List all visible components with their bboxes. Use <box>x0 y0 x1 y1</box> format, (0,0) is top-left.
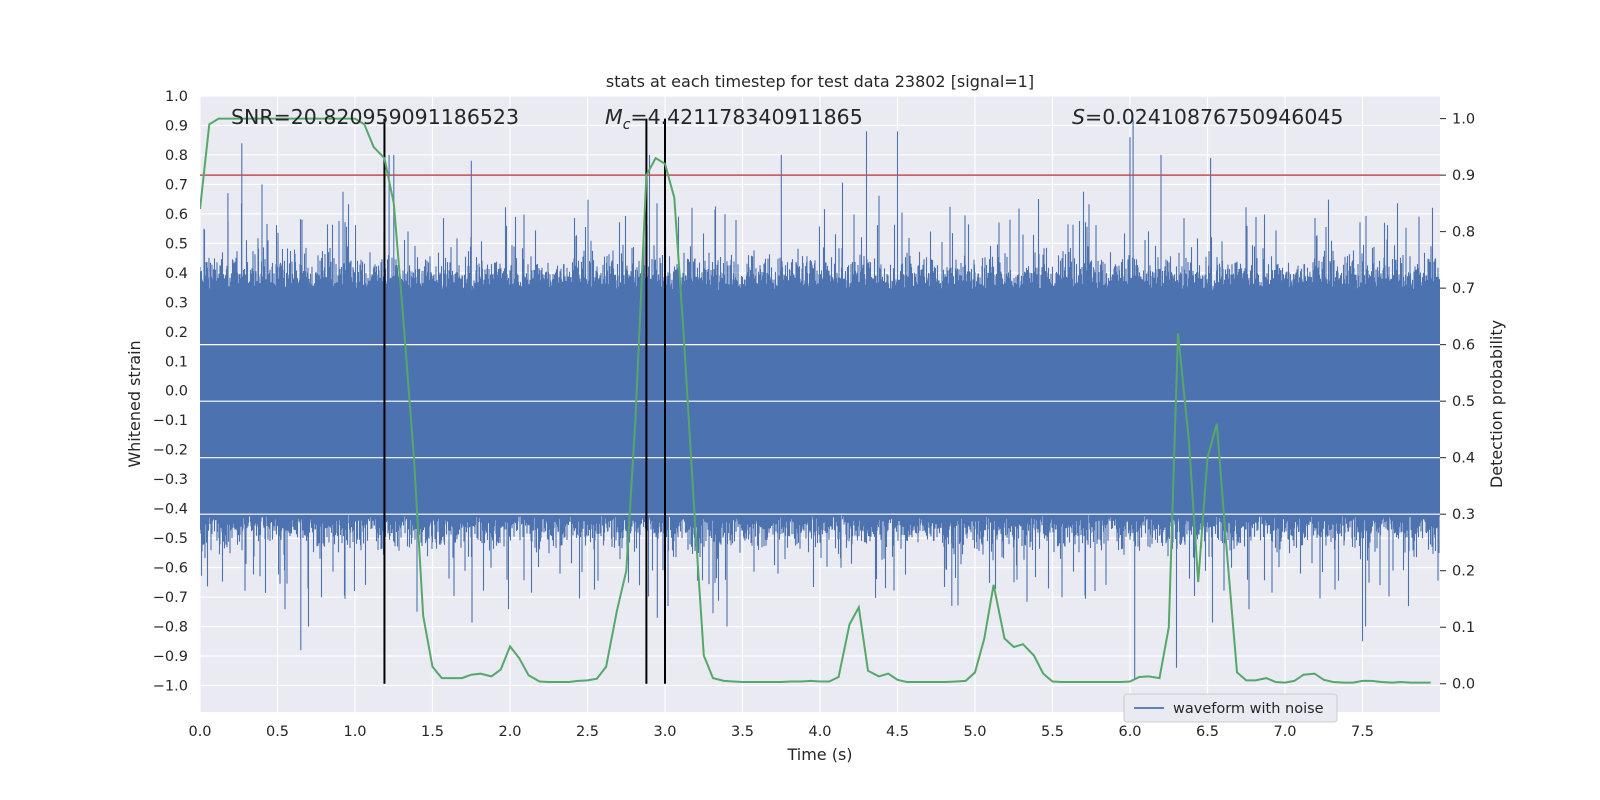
y-left-tick-label: −0.8 <box>153 620 188 636</box>
waveform-core <box>200 290 1440 515</box>
y-left-ticks: 1.0 0.9 0.8 0.7 0.6 0.5 0.4 0.3 0.2 0.1 0.0 −0.1 −0.… <box>153 89 188 694</box>
x-tick-label: 6.0 <box>1118 724 1141 740</box>
legend-label: waveform with noise <box>1173 701 1324 717</box>
y-left-tick-label: 0.7 <box>165 177 188 193</box>
x-tick-label: 6.5 <box>1196 724 1219 740</box>
legend: waveform with noise <box>1123 693 1338 723</box>
x-tick-label: 5.5 <box>1041 724 1064 740</box>
y-left-tick-label: −0.3 <box>153 472 188 488</box>
y-left-tick-label: 0.8 <box>165 148 188 164</box>
x-tick-label: 5.0 <box>963 724 986 740</box>
y-right-tick-label: 0.4 <box>1452 451 1475 467</box>
y-right-tick-label: 0.8 <box>1452 225 1475 241</box>
x-tick-label: 4.5 <box>886 724 909 740</box>
y-left-tick-label: −1.0 <box>153 678 188 694</box>
y-right-tick-label: 1.0 <box>1452 112 1475 128</box>
y-left-tick-label: −0.6 <box>153 561 188 577</box>
x-tick-label: 2.0 <box>498 724 521 740</box>
x-tick-label: 2.5 <box>576 724 599 740</box>
y-left-tick-label: −0.7 <box>153 590 188 606</box>
snr-annotation: SNR=20.820959091186523 <box>231 105 519 129</box>
y-left-tick-label: 0.0 <box>165 384 188 400</box>
s-annotation: S=0.02410876750946045 <box>1072 105 1343 129</box>
y-right-tick-label: 0.0 <box>1452 677 1475 693</box>
probability-series <box>200 117 1431 684</box>
x-ticks: 0.0 0.5 1.0 1.5 2.0 2.5 3.0 3.5 4.0 4.5 5.0 5.5 6.0 6… <box>188 724 1374 740</box>
grid-right-axis <box>200 344 1440 515</box>
x-tick-label: 4.0 <box>808 724 831 740</box>
y-left-tick-label: −0.1 <box>153 413 188 429</box>
y-left-tick-label: 0.5 <box>165 236 188 252</box>
y-right-tick-label: 0.3 <box>1452 507 1475 523</box>
y-right-tick-label: 0.1 <box>1452 620 1475 636</box>
y-right-tick-label: 0.6 <box>1452 338 1475 354</box>
y-right-tick-label: 0.7 <box>1452 281 1475 297</box>
y-left-tick-label: 1.0 <box>165 89 188 105</box>
series-group <box>200 117 1440 684</box>
legend-box <box>1123 693 1338 723</box>
marker-lines <box>383 118 666 684</box>
y-left-tick-label: −0.9 <box>153 649 188 665</box>
x-tick-label: 3.5 <box>731 724 754 740</box>
x-tick-label: 7.0 <box>1273 724 1296 740</box>
chirp-mass-subscript: c <box>623 117 631 133</box>
chirp-mass-symbol: M <box>605 105 623 129</box>
y-left-tick-label: 0.3 <box>165 295 188 311</box>
probability-line <box>200 117 1431 684</box>
y-right-tick-label: 0.2 <box>1452 564 1475 580</box>
y-left-tick-label: 0.4 <box>165 266 188 282</box>
waveform-series <box>200 119 1440 680</box>
chart-title: stats at each timestep for test data 238… <box>606 72 1034 91</box>
y-right-ticks: 1.0 0.9 0.8 0.7 0.6 0.5 0.4 0.3 0.2 0.1 0.0 <box>1440 112 1475 693</box>
x-tick-label: 0.5 <box>266 724 289 740</box>
x-tick-label: 7.5 <box>1351 724 1374 740</box>
y-left-tick-label: −0.4 <box>153 502 188 518</box>
s-value: =0.02410876750946045 <box>1085 105 1343 129</box>
x-tick-label: 0.0 <box>188 724 211 740</box>
chirp-mass-annotation: Mc=4.421178340911865 <box>605 105 863 133</box>
y-left-tick-label: −0.5 <box>153 531 188 547</box>
y-right-tick-label: 0.9 <box>1452 168 1475 184</box>
x-tick-label: 1.5 <box>421 724 444 740</box>
y-left-tick-label: 0.6 <box>165 207 188 223</box>
s-symbol: S <box>1072 105 1085 129</box>
y-left-tick-label: 0.9 <box>165 118 188 134</box>
y-right-tick-label: 0.5 <box>1452 394 1475 410</box>
x-tick-label: 3.0 <box>653 724 676 740</box>
x-axis-label: Time (s) <box>786 745 852 764</box>
y-left-tick-label: 0.1 <box>165 354 188 370</box>
y-axis-right-label: Detection probability <box>1487 320 1506 488</box>
y-left-tick-label: −0.2 <box>153 443 188 459</box>
y-left-tick-label: 0.2 <box>165 325 188 341</box>
chirp-mass-value: =4.421178340911865 <box>630 105 862 129</box>
x-tick-label: 1.0 <box>343 724 366 740</box>
y-axis-left-label: Whitened strain <box>125 340 144 467</box>
